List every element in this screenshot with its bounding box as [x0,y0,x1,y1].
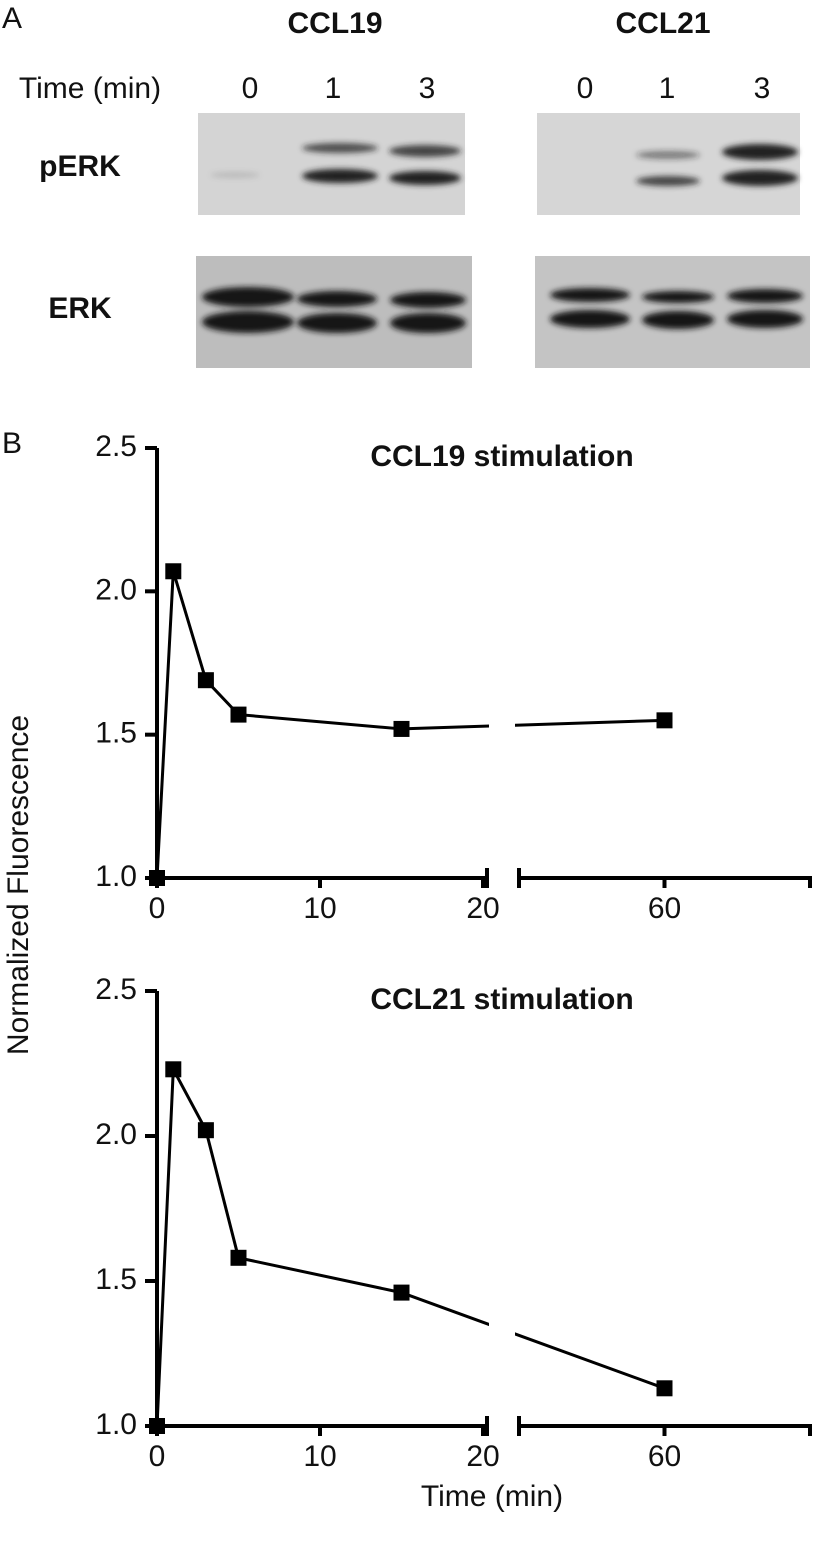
data-point [165,563,182,580]
axis-break-gap [489,1031,515,1416]
data-point [393,1284,410,1301]
data-point [197,672,214,689]
y-tick-label: 2.0 [95,1118,137,1151]
blot-ERK-CCL19 [196,256,472,368]
axis-break-gap [489,488,515,868]
y-tick-label: 1.0 [95,860,137,893]
y-tick-label: 1.5 [95,717,137,750]
y-tick-label: 2.0 [95,573,137,606]
x-axis-label: Time (min) [421,1480,563,1513]
row-label: ERK [48,292,112,325]
y-tick-label: 2.5 [95,430,137,463]
x-tick-label: 60 [648,1440,681,1473]
x-tick-label: 20 [466,1440,499,1473]
y-tick-label: 1.5 [95,1263,137,1296]
data-point [230,706,247,723]
y-tick-label: 1.0 [95,1408,137,1441]
panel-label: A [2,2,22,35]
lane-label: 0 [242,72,259,105]
data-line [155,1063,666,1427]
chart-title: CCL19 stimulation [370,440,633,473]
time-label: Time (min) [19,72,161,105]
lane-label: 3 [419,72,436,105]
x-tick-label: 0 [149,1440,166,1473]
blot-ERK-CCL21 [535,256,810,368]
data-point [393,720,410,737]
y-axis-label: Normalized Fluorescence [2,715,35,1055]
data-point [656,1380,673,1397]
lane-label: 1 [659,72,676,105]
data-point [149,1418,165,1434]
x-tick-label: 60 [648,892,681,925]
data-line [155,570,665,879]
data-point [165,1061,182,1078]
data-point [149,870,165,886]
data-point [197,1122,214,1139]
panel-label: B [2,427,22,460]
chart-title: CCL21 stimulation [370,983,633,1016]
lane-label: 0 [577,72,594,105]
data-point [656,712,673,729]
row-label: pERK [39,150,121,183]
lane-label: 3 [754,72,771,105]
data-point [230,1249,247,1266]
y-tick-label: 2.5 [95,973,137,1006]
x-tick-label: 10 [303,1440,336,1473]
group-label: CCL21 [615,7,710,40]
x-tick-label: 20 [466,892,499,925]
lane-label: 1 [325,72,342,105]
blot-pERK-CCL19 [198,113,465,215]
x-tick-label: 0 [149,892,166,925]
group-label: CCL19 [287,7,382,40]
blot-pERK-CCL21 [537,113,800,215]
x-tick-label: 10 [303,892,336,925]
